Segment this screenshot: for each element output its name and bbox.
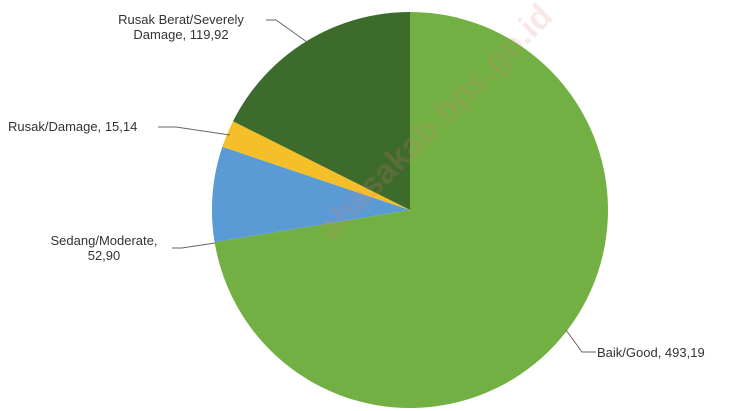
slice-label: Baik/Good, 493,19 — [597, 345, 705, 360]
pie-slice — [232, 12, 410, 210]
leader-line — [172, 242, 216, 249]
leader-line — [565, 329, 596, 353]
leader-lines — [158, 19, 596, 353]
slice-label: Rusak/Damage, 15,14 — [8, 119, 138, 134]
leader-line — [158, 126, 231, 136]
slice-label: Sedang/Moderate, 52,90 — [50, 233, 158, 263]
pie-slice — [222, 121, 410, 210]
slice-label: Rusak Berat/Severely Damage, 119,92 — [118, 12, 244, 42]
pie-slice — [214, 12, 608, 408]
leader-line — [266, 19, 308, 43]
pie-slice — [212, 146, 410, 243]
